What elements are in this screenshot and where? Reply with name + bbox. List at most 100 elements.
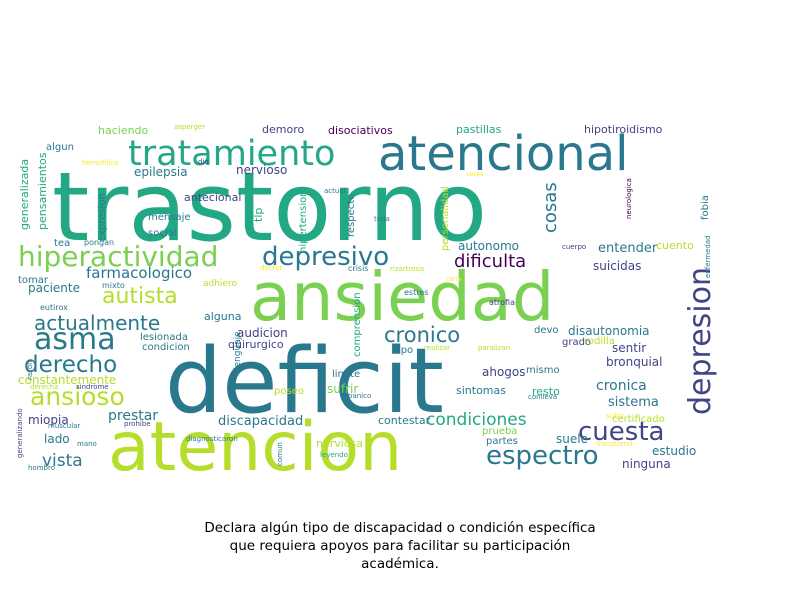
word-miopia: miopia [28, 413, 69, 427]
word-crisis: crisis [348, 264, 368, 273]
word-trastorno: trastorno [52, 153, 487, 263]
word-hipotiroidismo: hipotiroidismo [584, 123, 663, 136]
word-social: social [148, 228, 177, 239]
word-espectro: espectro [486, 441, 599, 471]
word-antecional: antecional [184, 191, 241, 204]
word-vista: vista [42, 451, 83, 471]
word-mismo: mismo [526, 365, 560, 376]
word-hombro: hombro [28, 464, 55, 472]
word-depresivo: depresivo [262, 242, 389, 272]
word-prohibe: prohibe [124, 420, 151, 428]
word-ansiedad: ansiedad [250, 258, 554, 336]
word-paralizan: paralizan [478, 344, 510, 352]
word-veces: veces [466, 171, 483, 178]
word-sistema: sistema [608, 395, 659, 410]
word-limite: limite [332, 369, 360, 380]
word-algun: algun [46, 142, 74, 153]
word-razon: razon [26, 360, 34, 380]
word-sintomas: sintomas [456, 384, 506, 397]
word-respecto: respecto [346, 194, 357, 237]
word-suele: suele [556, 432, 588, 446]
word-nerviosa: nerviosa [316, 437, 363, 450]
word-estres: estres [404, 288, 428, 297]
word-rizartrosis: rizartrosis [390, 265, 425, 273]
word-atrofia: atrofia [489, 298, 515, 307]
word-pongan: pongan [84, 238, 114, 247]
word-lesionada: lesionada [140, 332, 188, 343]
word-pensamientos: pensamientos [36, 152, 49, 230]
word-lenguaje: lenguaje [233, 331, 243, 370]
word-demoro: demoro [262, 123, 304, 136]
word-suicidas: suicidas [593, 259, 641, 273]
word-audicion: audicion [237, 326, 288, 340]
word-hemofilico: hemofilico [82, 159, 118, 167]
word-contestar: contestar [378, 414, 431, 427]
word-mixto: mixto [102, 281, 125, 290]
word-constantemente: constantemente [18, 373, 116, 387]
word-ansioso: ansioso [30, 382, 125, 411]
word-adhiero: adhiero [203, 279, 237, 289]
word-condiciones: condiciones [426, 410, 527, 430]
word-corta: corta [446, 276, 462, 283]
word-derecha: derecha [30, 383, 58, 391]
word-hipertension: hipertension [298, 190, 309, 253]
word-lado: lado [44, 432, 70, 446]
word-realizar: realizar [424, 344, 450, 352]
word-toda: toda [374, 215, 390, 223]
word-comprension: comprension [352, 292, 363, 357]
word-muscular: muscular [48, 422, 80, 430]
word-comun: comun [276, 442, 284, 466]
word-alguna: alguna [204, 310, 241, 323]
word-partes: partes [486, 436, 518, 447]
word-disautonomia: disautonomia [568, 324, 650, 338]
word-atencion: atencion [108, 408, 402, 487]
word-atencional: atencional [378, 126, 628, 182]
word-cronico: cronico [384, 323, 460, 347]
word-poseo: poseo [274, 386, 304, 397]
word-enfermedad: enfermedad [704, 235, 712, 278]
word-eutirox: eutirox [40, 303, 68, 312]
word-conlleva: conlleva [528, 393, 557, 401]
caption-line-2: que requiera apoyos para facilitar su pa… [229, 538, 571, 554]
word-devo: devo [534, 325, 559, 336]
word-pastillas: pastillas [456, 123, 502, 136]
word-actualmente: actualmente [34, 311, 160, 335]
word-fobia: fobia [700, 195, 711, 220]
word-certificado: certificado [612, 414, 665, 425]
word-sindrome: sindrome [76, 383, 109, 391]
word-expresion: expresion [97, 193, 108, 242]
word-leyendo: leyendo [320, 451, 348, 459]
word-sufrir: sufrir [327, 382, 358, 396]
word-tea: tea [54, 238, 70, 249]
word-mano: mano [77, 440, 97, 448]
caption-line-3: académica. [361, 556, 439, 572]
word-dificulta: dificulta [454, 251, 526, 272]
word-epilepsia: epilepsia [134, 165, 188, 179]
word-generalizada: generalizada [18, 159, 31, 230]
chart-caption: Declara algún tipo de discapacidad o con… [150, 519, 650, 573]
word-asperger: asperger [174, 123, 205, 131]
word-generalizando: generalizando [16, 408, 24, 458]
word-resto: resto [532, 385, 560, 398]
word-quirurgico: quirurgico [228, 338, 284, 351]
word-tipo: tipo [394, 345, 413, 356]
word-haciendo: haciendo [98, 124, 149, 137]
word-cuerpo: cuerpo [562, 243, 586, 251]
word-ninguna: ninguna [622, 457, 671, 471]
word-sufro: sufro [606, 412, 624, 420]
word-discapacidad: discapacidad [218, 414, 303, 429]
word-dio: dio [198, 158, 209, 166]
word-depresion: depresion [683, 267, 718, 415]
word-doctor: doctor [260, 264, 283, 272]
word-autista: autista [102, 284, 178, 309]
word-hiperactividad: hiperactividad [18, 240, 218, 273]
word-panico: panico [348, 392, 371, 400]
word-disociativos: disociativos [328, 124, 393, 137]
word-deficit: deficit [165, 329, 444, 434]
word-neurologica: neurologica [625, 178, 633, 219]
word-cosas: cosas [540, 182, 561, 233]
word-entender: entender [598, 241, 658, 256]
caption-line-1: Declara algún tipo de discapacidad o con… [204, 520, 596, 536]
word-nervioso: nervioso [236, 163, 287, 177]
